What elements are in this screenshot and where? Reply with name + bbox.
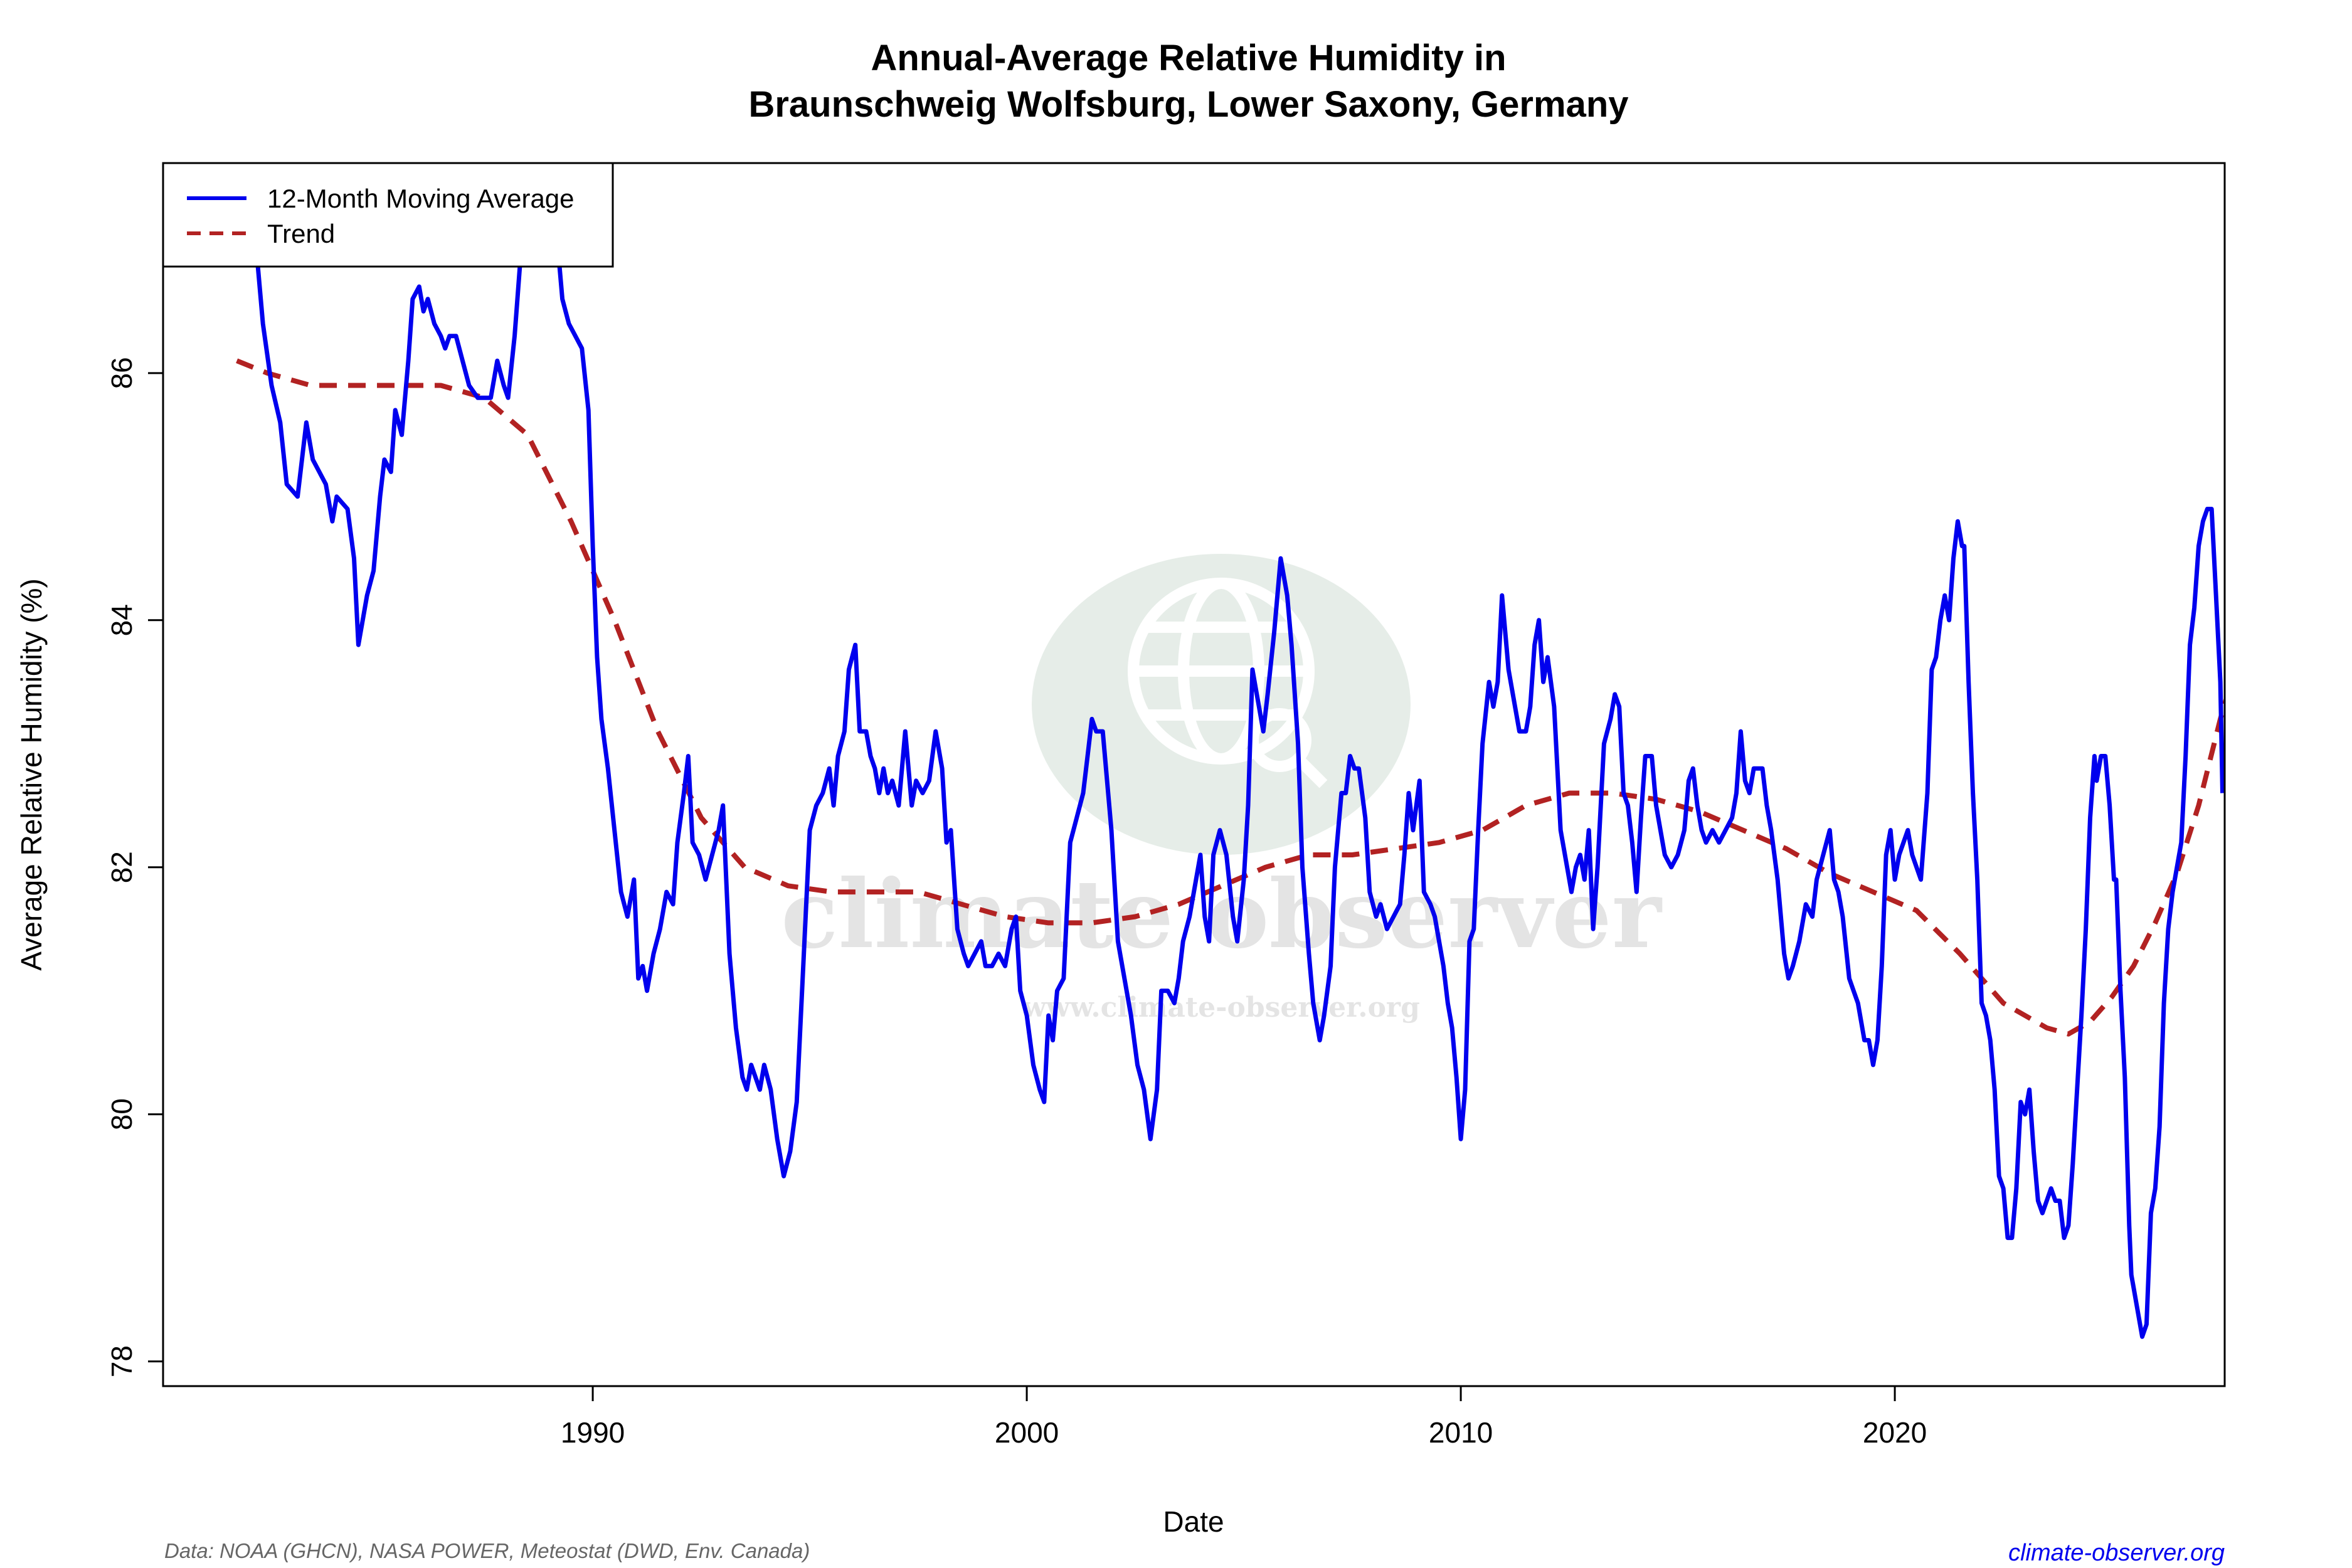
y-tick-label: 82 xyxy=(105,851,138,883)
globe-icon xyxy=(1128,578,1328,788)
x-tick-label: 2010 xyxy=(1429,1416,1493,1449)
legend-label-moving-average: 12-Month Moving Average xyxy=(267,184,575,213)
moving-average-line xyxy=(205,173,2225,1339)
watermark-brand: climate observer xyxy=(781,859,1663,970)
x-tick-label: 2020 xyxy=(1863,1416,1927,1449)
x-axis-label: Date xyxy=(1163,1505,1224,1538)
chart-title-line-1: Annual-Average Relative Humidity in xyxy=(871,38,1506,78)
x-tick-label: 1990 xyxy=(561,1416,625,1449)
footer-data-source: Data: NOAA (GHCN), NASA POWER, Meteostat… xyxy=(164,1539,810,1562)
watermark-ellipse xyxy=(1032,554,1411,855)
y-tick-label: 80 xyxy=(105,1098,138,1130)
watermark-url: www.climate-observer.org xyxy=(1022,992,1420,1024)
legend: 12-Month Moving Average Trend xyxy=(162,162,614,268)
chart-title-line-2: Braunschweig Wolfsburg, Lower Saxony, Ge… xyxy=(748,84,1628,125)
y-tick-label: 86 xyxy=(105,357,138,389)
legend-box xyxy=(162,162,614,268)
plot-frame xyxy=(162,162,2226,1387)
legend-label-trend: Trend xyxy=(267,219,335,248)
x-tick-label: 2000 xyxy=(995,1416,1059,1449)
y-tick-label: 84 xyxy=(105,604,138,636)
y-axis: 78 80 82 84 86 xyxy=(105,357,163,1377)
series-layer xyxy=(205,173,2225,1339)
footer-site-link[interactable]: climate-observer.org xyxy=(2008,1540,2225,1566)
y-axis-label: Average Relative Humidity (%) xyxy=(15,578,48,971)
y-tick-label: 78 xyxy=(105,1345,138,1377)
x-axis: 1990 2000 2010 2020 xyxy=(561,1386,1927,1449)
watermark: climate observer www.climate-observer.or… xyxy=(781,554,1663,1024)
